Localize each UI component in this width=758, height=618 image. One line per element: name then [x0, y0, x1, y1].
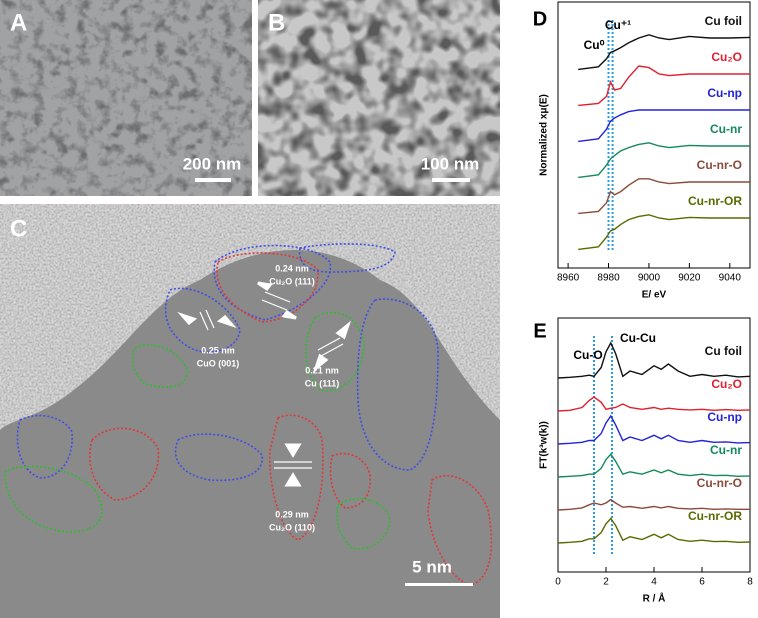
- y-axis-label: FT(k³w(k)): [539, 421, 550, 469]
- panel-c: C 0.24 nm Cu₂O (111): [0, 204, 500, 618]
- panel-label: A: [10, 9, 27, 36]
- series-line: [557, 517, 751, 544]
- annotation: Cu⁺¹: [605, 18, 631, 32]
- panel-a: A 200 nm: [0, 0, 252, 196]
- x-axis-label: R / Å: [643, 592, 666, 605]
- grain-outline: [4, 465, 103, 533]
- panel-label: B: [268, 9, 285, 36]
- series-line: [557, 414, 751, 445]
- grain-outline: [174, 433, 263, 482]
- panel-label: C: [10, 215, 27, 242]
- scale-bar: [432, 178, 470, 182]
- series-label: Cu-nr: [710, 122, 742, 136]
- grain-outline: [336, 497, 391, 550]
- plot-frame: [557, 1, 751, 269]
- series-line: [578, 214, 750, 251]
- y-axis-label: Normalized xμ(E): [539, 94, 550, 176]
- annotation: Cu⁰: [584, 38, 605, 52]
- grain-outline: [216, 252, 319, 323]
- annotation: Cu (111): [305, 378, 340, 388]
- series-line: [557, 341, 751, 379]
- spectra: D 8960 8980 9000 9020 9040 E/ eV Normalized xμ(…: [533, 1, 753, 605]
- series-line: [578, 109, 750, 143]
- series-line: [578, 178, 750, 215]
- x-tick-label: 8960: [557, 273, 580, 284]
- x-axis-label: E/ eV: [642, 290, 667, 301]
- x-tick-label: 9040: [719, 273, 742, 284]
- grain-outline: [427, 475, 493, 586]
- annotation: 0.29 nm: [275, 509, 309, 519]
- panel-label: D: [533, 8, 547, 30]
- annotation: Cu-Cu: [620, 331, 656, 345]
- series-line: [578, 142, 750, 179]
- series-label: Cu₂O: [711, 50, 742, 64]
- annotation: CuO (001): [197, 358, 240, 368]
- series-label: Cu-nr-OR: [688, 509, 742, 523]
- x-tick-label: 9020: [678, 273, 701, 284]
- series-label: Cu foil: [705, 14, 742, 28]
- annotation: Cu₂O (111): [269, 276, 315, 286]
- grain-outline: [213, 244, 332, 321]
- scale-bar: [405, 583, 473, 586]
- panel-b: B 100 nm: [258, 0, 500, 196]
- grain-outline: [305, 311, 365, 392]
- series-label: Cu-nr-OR: [688, 194, 742, 208]
- series-line: [557, 498, 750, 511]
- series-label: Cu-nr-O: [697, 476, 742, 490]
- grain-outline: [131, 344, 189, 388]
- grain-outline: [16, 414, 73, 479]
- annotation: Cu-O: [573, 348, 602, 362]
- x-tick-label: 4: [651, 577, 657, 588]
- annotation: 0.21 nm: [305, 365, 339, 375]
- hrtem-texture: [0, 204, 500, 618]
- panel-label: E: [533, 320, 546, 342]
- series-label: Cu₂O: [711, 377, 742, 391]
- x-tick-label: 6: [699, 577, 705, 588]
- x-tick-label: 2: [603, 577, 609, 588]
- series-label: Cu-np: [707, 410, 742, 424]
- scale-bar: [195, 178, 231, 182]
- series-label: Cu-np: [707, 86, 742, 100]
- lattice-arrows: [177, 281, 352, 487]
- grain-outline: [88, 427, 160, 501]
- series-label: Cu-nr: [710, 443, 742, 457]
- x-tick-label: 9000: [638, 273, 661, 284]
- series-line: [578, 34, 751, 71]
- x-tick-label: 0: [555, 577, 561, 588]
- series-line: [578, 65, 750, 107]
- grain-outline: [298, 243, 396, 273]
- scale-bar-label: 200 nm: [183, 154, 242, 173]
- scale-bar-label: 100 nm: [421, 154, 480, 173]
- annotation: 0.24 nm: [275, 263, 309, 273]
- grain-outline: [356, 298, 439, 471]
- series-line: [557, 396, 751, 412]
- series-label: Cu foil: [705, 344, 742, 358]
- x-tick-label: 8: [747, 577, 753, 588]
- sem-texture: [0, 0, 252, 196]
- x-tick-label: 8980: [597, 273, 620, 284]
- tem-texture: [258, 0, 500, 196]
- grain-outline: [164, 287, 241, 353]
- annotation: Cu₂O (110): [269, 522, 315, 532]
- grain-outline: [268, 414, 324, 541]
- annotation: 0.25 nm: [201, 345, 235, 355]
- series-line: [557, 453, 751, 478]
- scale-bar-label: 5 nm: [412, 557, 452, 576]
- series-label: Cu-nr-O: [697, 158, 742, 172]
